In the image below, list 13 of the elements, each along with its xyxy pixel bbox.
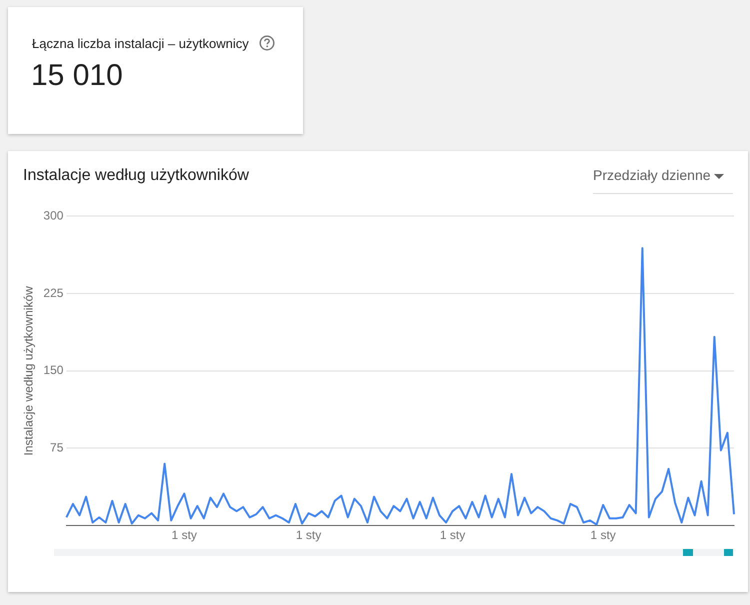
chart-title: Instalacje według użytkowników: [23, 167, 249, 185]
y-axis-title: Instalacje według użytkowników: [22, 286, 36, 456]
text: Łączna liczba instalacji – użytkownicy: [32, 36, 249, 51]
text: 15 010: [31, 59, 123, 93]
y-tick-label: 300: [43, 208, 64, 223]
y-tick-label: 75: [50, 440, 64, 455]
y-tick-label: 150: [43, 363, 64, 378]
y-tick-label: 225: [43, 286, 64, 300]
x-tick-label: 1 sty: [172, 528, 197, 542]
text: Przedziały dzienne: [593, 167, 733, 194]
x-tick-label: 1 sty: [440, 528, 466, 542]
x-tick-label: 1 sty: [296, 528, 322, 542]
x-tick-label: 1 sty: [590, 528, 616, 542]
